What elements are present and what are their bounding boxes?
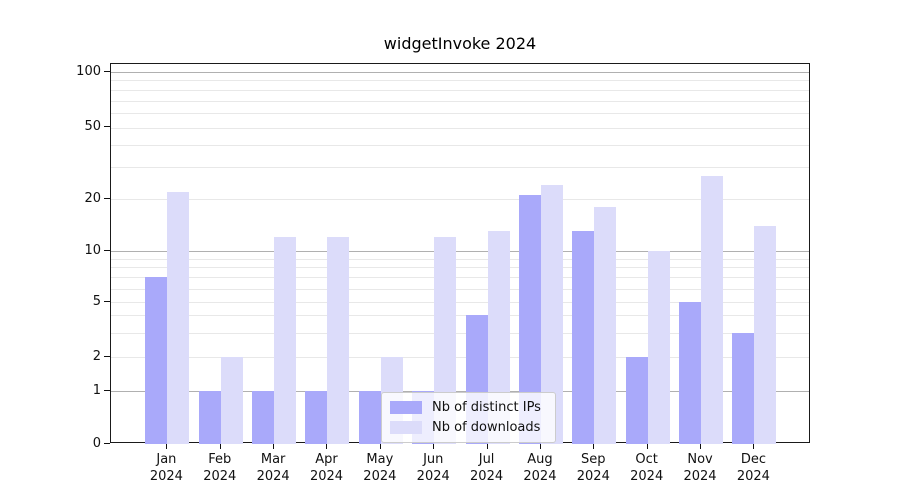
bar-jan-nb-of-downloads	[167, 191, 190, 444]
x-tick-mark-dec	[753, 444, 755, 449]
y-tick-label-20: 20	[84, 190, 101, 206]
x-tick-label-feb: Feb 2024	[203, 452, 237, 484]
y-tick-mark-2	[104, 355, 110, 357]
gridline-minor-90	[111, 80, 809, 82]
y-tick-label-5: 5	[92, 293, 101, 309]
bar-nov-nb-of-downloads	[701, 175, 724, 444]
bar-mar-nb-of-distinct-ips	[252, 391, 275, 444]
y-tick-mark-5	[104, 300, 110, 302]
x-tick-label-jan: Jan 2024	[149, 452, 183, 484]
gridline-minor-3	[111, 332, 809, 334]
legend-swatch-nb-of-downloads	[390, 421, 422, 434]
x-tick-label-jun: Jun 2024	[416, 452, 450, 484]
x-tick-label-sep: Sep 2024	[576, 452, 610, 484]
x-tick-label-apr: Apr 2024	[309, 452, 344, 484]
gridline-minor-2	[111, 357, 809, 358]
gridline-minor-9	[111, 258, 809, 260]
x-tick-mark-oct	[646, 444, 648, 449]
bar-nov-nb-of-distinct-ips	[679, 302, 702, 444]
x-tick-mark-jun	[433, 444, 435, 449]
x-tick-label-oct: Oct 2024	[630, 452, 664, 484]
y-tick-label-2: 2	[92, 348, 101, 364]
bar-feb-nb-of-distinct-ips	[198, 391, 221, 444]
legend-label-nb-of-downloads: Nb of downloads	[432, 420, 541, 435]
x-tick-mark-nov	[700, 444, 702, 449]
bar-mar-nb-of-downloads	[274, 237, 297, 444]
gridline-minor-8	[111, 267, 809, 269]
gridline-minor-6	[111, 288, 809, 290]
x-tick-mark-apr	[326, 444, 328, 449]
gridline-minor-80	[111, 89, 809, 91]
y-tick-mark-50	[104, 126, 110, 128]
x-tick-label-mar: Mar 2024	[256, 452, 290, 484]
x-tick-mark-aug	[539, 444, 541, 449]
y-tick-mark-20	[104, 197, 110, 199]
y-tick-mark-1	[104, 389, 110, 391]
bar-sep-nb-of-distinct-ips	[572, 231, 595, 444]
bar-dec-nb-of-distinct-ips	[732, 332, 755, 444]
gridline-minor-4	[111, 315, 809, 317]
bar-may-nb-of-distinct-ips	[358, 391, 381, 444]
y-tick-mark-10	[104, 249, 110, 251]
gridline-major-10	[111, 251, 809, 252]
y-tick-mark-0	[104, 442, 110, 444]
legend-swatch-nb-of-distinct-ips	[390, 401, 422, 414]
bar-aug-nb-of-distinct-ips	[518, 195, 541, 444]
y-tick-label-0: 0	[92, 435, 101, 451]
plot-area: Nb of distinct IPs Nb of downloads	[110, 63, 810, 444]
gridline-minor-50	[111, 127, 809, 129]
y-tick-label-100: 100	[76, 63, 101, 79]
gridline-major-100	[111, 72, 809, 73]
legend-item-nb-of-distinct-ips: Nb of distinct IPs	[390, 400, 541, 415]
x-tick-mark-jul	[486, 444, 488, 449]
y-tick-label-50: 50	[84, 119, 101, 135]
bar-apr-nb-of-downloads	[327, 237, 350, 444]
gridline-minor-20	[111, 199, 809, 200]
x-tick-mark-may	[379, 444, 381, 449]
bar-sep-nb-of-downloads	[594, 206, 617, 444]
gridline-major-1	[111, 391, 809, 392]
chart-title: widgetInvoke 2024	[383, 34, 537, 53]
gridline-minor-40	[111, 145, 809, 147]
bar-apr-nb-of-distinct-ips	[305, 391, 328, 444]
x-tick-label-may: May 2024	[363, 452, 397, 484]
y-tick-label-1: 1	[92, 382, 101, 398]
gridline-minor-60	[111, 113, 809, 115]
x-tick-label-dec: Dec 2024	[736, 452, 770, 484]
x-tick-label-aug: Aug 2024	[523, 452, 557, 484]
legend: Nb of distinct IPs Nb of downloads	[381, 392, 556, 443]
gridline-minor-70	[111, 100, 809, 102]
bar-oct-nb-of-downloads	[647, 251, 670, 444]
x-tick-label-nov: Nov 2024	[683, 452, 717, 484]
x-tick-mark-jan	[166, 444, 168, 449]
legend-item-nb-of-downloads: Nb of downloads	[390, 420, 541, 435]
bar-dec-nb-of-downloads	[754, 225, 777, 444]
bar-oct-nb-of-distinct-ips	[625, 357, 648, 444]
bar-feb-nb-of-downloads	[220, 357, 243, 444]
y-tick-label-10: 10	[84, 242, 101, 258]
gridline-minor-7	[111, 277, 809, 279]
legend-label-nb-of-distinct-ips: Nb of distinct IPs	[432, 400, 541, 415]
bar-jan-nb-of-distinct-ips	[145, 277, 168, 444]
x-tick-mark-sep	[593, 444, 595, 449]
y-tick-mark-100	[104, 70, 110, 72]
x-tick-label-jul: Jul 2024	[470, 452, 504, 484]
x-tick-mark-mar	[273, 444, 275, 449]
gridline-minor-30	[111, 167, 809, 169]
bar-jul-nb-of-downloads	[487, 231, 510, 444]
bar-aug-nb-of-downloads	[540, 184, 563, 444]
gridline-minor-5	[111, 302, 809, 303]
x-tick-mark-feb	[219, 444, 221, 449]
